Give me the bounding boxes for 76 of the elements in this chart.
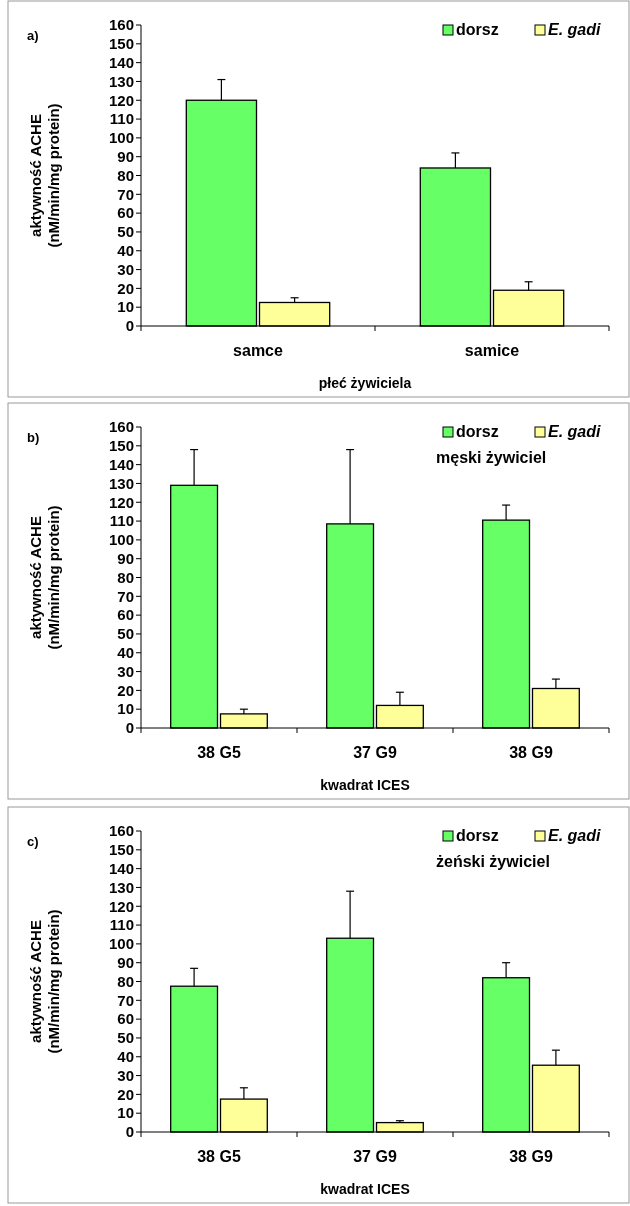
y-tick-label: 60 <box>117 606 134 624</box>
y-tick-label: 20 <box>117 681 134 699</box>
y-tick-label: 90 <box>117 549 134 567</box>
legend-label: dorsz <box>456 423 499 440</box>
y-tick-label: 90 <box>117 147 134 165</box>
y-tick-label: 0 <box>125 1123 134 1141</box>
y-tick-label: 40 <box>117 1048 134 1065</box>
y-tick-label: 70 <box>117 991 134 1009</box>
text: c) <box>27 834 39 849</box>
y-tick-label: 130 <box>108 878 134 896</box>
x-tick-label: samce <box>233 342 284 359</box>
x-tick-label: 38 G5 <box>197 744 241 761</box>
y-tick-label: 160 <box>108 16 134 34</box>
legend-label: dorsz <box>456 21 499 38</box>
x-axis-title: kwadrat ICES <box>320 777 410 793</box>
legend-label: E. gadi <box>548 827 602 844</box>
y-tick-label: 50 <box>117 625 134 643</box>
legend-label: E. gadi <box>548 423 602 440</box>
y-tick-label: 20 <box>117 279 134 297</box>
text: a) <box>27 28 39 43</box>
legend-label: dorsz <box>456 827 499 844</box>
y-tick-label: 100 <box>108 531 134 549</box>
y-tick-label: 160 <box>108 822 134 840</box>
y-tick-label: 40 <box>117 242 134 259</box>
y-tick-label: 140 <box>108 859 134 877</box>
y-tick-label: 110 <box>109 916 134 934</box>
y-tick-label: 10 <box>117 298 134 316</box>
x-axis-title: kwadrat ICES <box>320 1181 410 1197</box>
y-tick-label: 0 <box>125 317 134 335</box>
text: męski żywiciel <box>436 449 547 466</box>
y-tick-label: 70 <box>117 587 134 605</box>
y-tick-label: 120 <box>108 897 134 915</box>
y-tick-label: 30 <box>117 1066 134 1084</box>
x-tick-label: 38 G5 <box>197 1148 241 1165</box>
y-tick-label: 160 <box>108 418 134 436</box>
y-tick-label: 50 <box>117 1029 134 1047</box>
x-tick-label: 38 G9 <box>509 744 553 761</box>
y-tick-label: 80 <box>117 166 134 184</box>
y-tick-label: 90 <box>117 953 134 971</box>
y-tick-label: 10 <box>117 1104 134 1122</box>
y-axis-title: aktywność ACHE (nM/min/mg protein) <box>27 909 62 1054</box>
y-tick-label: 30 <box>117 662 134 680</box>
y-tick-label: 80 <box>117 568 134 586</box>
y-tick-label: 120 <box>108 493 134 511</box>
y-tick-label: 60 <box>117 1010 134 1028</box>
y-tick-label: 150 <box>108 437 134 455</box>
y-tick-label: 30 <box>117 260 134 278</box>
y-tick-label: 40 <box>117 644 134 661</box>
y-tick-label: 130 <box>108 474 134 492</box>
legend-label: E. gadi <box>548 21 602 38</box>
y-tick-label: 60 <box>117 204 134 222</box>
y-tick-label: 80 <box>117 972 134 990</box>
y-tick-label: 110 <box>109 110 134 128</box>
x-tick-label: samice <box>464 342 520 359</box>
y-tick-label: 120 <box>108 91 134 109</box>
x-tick-label: 37 G9 <box>353 744 397 761</box>
y-tick-label: 110 <box>109 512 134 530</box>
x-axis-title: płeć żywiciela <box>318 375 412 391</box>
x-tick-label: 37 G9 <box>353 1148 397 1165</box>
y-tick-label: 130 <box>108 72 134 90</box>
x-tick-label: 38 G9 <box>509 1148 553 1165</box>
y-tick-label: 150 <box>108 35 134 53</box>
y-tick-label: 140 <box>108 53 134 71</box>
y-tick-label: 50 <box>117 223 134 241</box>
y-axis-title: aktywność ACHE (nM/min/mg protein) <box>27 505 62 650</box>
y-tick-label: 20 <box>117 1085 134 1103</box>
y-tick-label: 100 <box>108 935 134 953</box>
y-tick-label: 70 <box>117 185 134 203</box>
text: żeński żywiciel <box>436 853 550 870</box>
y-tick-label: 150 <box>108 841 134 859</box>
y-axis-title: aktywność ACHE (nM/min/mg protein) <box>27 103 62 248</box>
y-tick-label: 10 <box>117 700 134 718</box>
y-tick-label: 140 <box>108 455 134 473</box>
y-tick-label: 0 <box>125 719 134 737</box>
y-tick-label: 100 <box>108 129 134 147</box>
text: b) <box>27 430 40 445</box>
